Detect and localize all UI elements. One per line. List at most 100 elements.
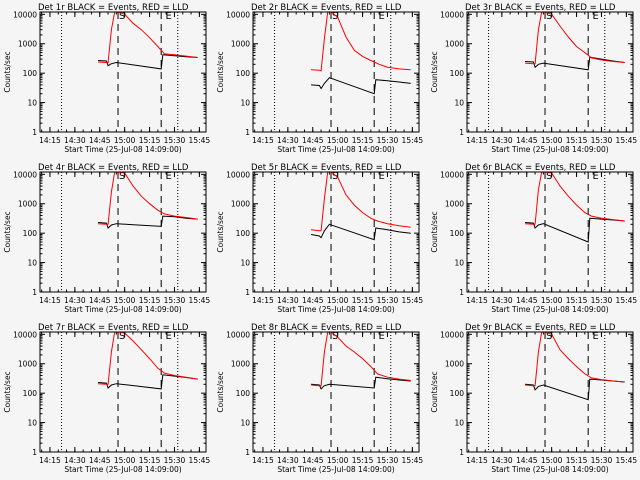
x-tick-label: 14:30 [277, 136, 299, 145]
y-tick-label: 10000 [226, 170, 250, 179]
start-marker-label: S [546, 11, 552, 22]
x-tick-label: 14:15 [466, 136, 488, 145]
panel-title: Det 9r BLACK = Events, RED = LLD [465, 323, 616, 333]
x-tick-label: 14:15 [466, 296, 488, 305]
x-tick-label: 15:00 [327, 456, 349, 465]
x-axis-label: Start Time (25-Jul-08 14:09:00) [491, 465, 608, 474]
plot-frame [466, 331, 634, 453]
x-tick-label: 14:45 [89, 296, 111, 305]
x-tick-label: 14:30 [64, 456, 86, 465]
series-lld-red [525, 171, 625, 225]
x-tick-label: 15:15 [139, 456, 161, 465]
x-tick-label: 14:30 [277, 296, 299, 305]
panel-title: Det 4r BLACK = Events, RED = LLD [38, 163, 189, 173]
x-tick-label: 14:45 [302, 296, 324, 305]
x-tick-label: 15:45 [189, 456, 211, 465]
x-tick-label: 14:30 [277, 456, 299, 465]
y-tick-label: 10000 [226, 330, 250, 339]
y-tick-label: 100 [236, 389, 251, 398]
x-axis-label: Start Time (25-Jul-08 14:09:00) [277, 305, 394, 314]
end-marker-label: E [166, 171, 172, 182]
x-tick-label: 15:15 [352, 456, 374, 465]
end-marker-label: E [593, 11, 599, 22]
y-tick-label: 1000 [231, 200, 250, 209]
y-tick-label: 100 [450, 69, 465, 78]
x-tick-label: 15:45 [616, 456, 638, 465]
series-lld-red [98, 331, 198, 385]
y-tick-label: 10000 [13, 330, 37, 339]
plot-frame [39, 11, 207, 133]
series-events-black [311, 376, 411, 390]
x-tick-label: 15:30 [164, 456, 186, 465]
y-tick-label: 1000 [445, 200, 464, 209]
series-lld-red [311, 171, 411, 232]
end-marker-label: E [379, 171, 385, 182]
x-tick-label: 14:30 [64, 136, 86, 145]
y-tick-label: 1 [32, 128, 37, 137]
y-tick-label: 100 [236, 229, 251, 238]
plot-frame [252, 331, 420, 453]
series-events-black [98, 54, 198, 70]
x-tick-label: 15:15 [139, 136, 161, 145]
x-axis-label: Start Time (25-Jul-08 14:09:00) [491, 305, 608, 314]
x-tick-label: 15:30 [591, 296, 613, 305]
series-events-black [525, 56, 625, 71]
y-tick-label: 10 [454, 259, 464, 268]
x-tick-label: 15:15 [352, 136, 374, 145]
y-tick-label: 100 [450, 229, 465, 238]
start-marker-label: S [119, 331, 125, 342]
y-tick-label: 1000 [231, 360, 250, 369]
end-marker-label: E [379, 331, 385, 342]
y-tick-label: 10 [27, 99, 37, 108]
y-tick-label: 10000 [440, 170, 464, 179]
plot-frame [466, 171, 634, 293]
x-tick-label: 15:45 [616, 296, 638, 305]
series-events-black [311, 77, 411, 95]
x-tick-label: 15:45 [189, 296, 211, 305]
y-tick-label: 10000 [440, 330, 464, 339]
y-tick-label: 100 [23, 229, 38, 238]
y-tick-label: 1 [245, 448, 250, 457]
y-tick-label: 1000 [18, 40, 37, 49]
x-axis-label: Start Time (25-Jul-08 14:09:00) [64, 145, 181, 154]
panel-title: Det 7r BLACK = Events, RED = LLD [38, 323, 189, 333]
plot-frame [252, 11, 420, 133]
plot-frame [39, 331, 207, 453]
y-tick-label: 100 [236, 69, 251, 78]
series-lld-red [525, 11, 625, 65]
series-events-black [525, 217, 625, 243]
y-tick-label: 10 [454, 419, 464, 428]
end-marker-label: E [593, 171, 599, 182]
series-lld-red [311, 331, 411, 387]
y-tick-label: 10000 [13, 170, 37, 179]
x-axis-label: Start Time (25-Jul-08 14:09:00) [277, 145, 394, 154]
x-tick-label: 15:15 [566, 456, 588, 465]
series-lld-red [311, 11, 411, 72]
x-tick-label: 15:00 [327, 136, 349, 145]
y-tick-label: 10 [240, 419, 250, 428]
x-tick-label: 15:45 [402, 136, 424, 145]
series-lld-red [98, 171, 198, 225]
end-marker-label: E [379, 11, 385, 22]
y-axis-label: Counts/sec [216, 51, 225, 92]
x-tick-label: 14:15 [39, 136, 61, 145]
series-events-black [311, 223, 411, 241]
end-marker-label: E [593, 331, 599, 342]
x-axis-label: Start Time (25-Jul-08 14:09:00) [491, 145, 608, 154]
x-tick-label: 14:15 [252, 136, 274, 145]
panel-title: Det 2r BLACK = Events, RED = LLD [251, 3, 402, 13]
x-tick-label: 15:15 [352, 296, 374, 305]
plot-frame [466, 11, 634, 133]
x-axis-label: Start Time (25-Jul-08 14:09:00) [64, 465, 181, 474]
y-tick-label: 1 [32, 448, 37, 457]
x-tick-label: 14:30 [491, 296, 513, 305]
